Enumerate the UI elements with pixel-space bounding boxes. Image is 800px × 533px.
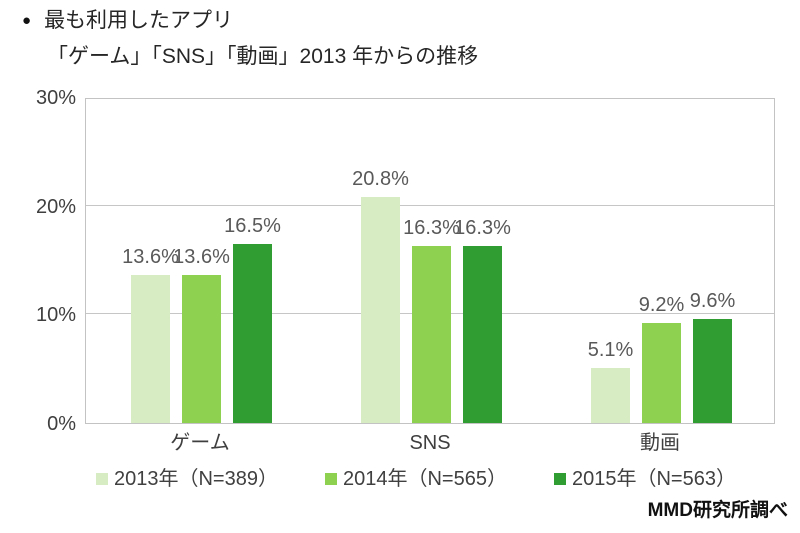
data-label: 20.8% [352, 167, 409, 190]
legend-item-3: 2015年（N=563） [553, 467, 736, 491]
legend-swatch-icon [324, 473, 337, 485]
data-label: 9.2% [638, 294, 685, 317]
bar-2015年-動画 [693, 318, 732, 423]
source-credit: MMD研究所調べ [647, 500, 788, 521]
chart-header: ● 最も利用したアプリ [22, 6, 233, 36]
bar-2014年-動画 [642, 323, 681, 423]
bar-2013年-ゲーム [131, 275, 170, 423]
legend-item-2: 2014年（N=565） [324, 467, 507, 491]
y-tick-label: 30% [35, 87, 76, 109]
legend-swatch-icon [553, 473, 566, 485]
bar-group-2: 20.8% 16.3% 16.3% [316, 99, 546, 423]
legend-label: 2014年（N=565） [342, 468, 507, 490]
legend-swatch-icon [96, 473, 108, 485]
bar-group-1: 13.6% 13.6% 16.5% [86, 99, 316, 423]
bar-2015年-SNS [463, 245, 502, 423]
bar-2014年-SNS [412, 245, 451, 423]
legend-item-1: 2013年（N=389） [96, 467, 278, 491]
y-tick-label: 10% [35, 304, 76, 327]
chart-title: 最も利用したアプリ [44, 9, 234, 32]
y-tick-label: 20% [35, 195, 76, 218]
data-label: 16.3% [403, 216, 460, 239]
legend: 2013年（N=389） 2014年（N=565） 2015年（N=563） [96, 467, 783, 491]
data-label: 16.3% [454, 216, 511, 239]
bar-2013年-SNS [361, 196, 400, 423]
bar-2015年-ゲーム [233, 243, 272, 423]
chart-subtitle: 「ゲーム」「SNS」「動画」2013 年からの推移 [47, 45, 479, 68]
category-label-1: ゲーム [170, 432, 230, 454]
bar-2014年-ゲーム [182, 275, 221, 423]
legend-label: 2015年（N=563） [571, 468, 736, 490]
data-label: 13.6% [173, 246, 230, 269]
data-label: 9.6% [689, 289, 736, 312]
y-tick-label: 0% [47, 413, 76, 435]
bar-group-3: 5.1% 9.2% 9.6% [546, 99, 776, 423]
category-label-2: SNS [409, 432, 451, 454]
plot-area: 13.6% 13.6% 16.5% 20.8% 16.3% 16.3% 5.1% 9.2% 9.… [85, 98, 775, 424]
legend-label: 2013年（N=389） [114, 468, 278, 490]
data-label: 13.6% [122, 246, 179, 269]
data-label: 16.5% [224, 214, 281, 237]
gridline-20 [86, 204, 774, 206]
bullet-icon: ● [22, 12, 32, 29]
data-label: 5.1% [587, 338, 634, 361]
bar-2013年-動画 [591, 367, 630, 423]
category-label-3: 動画 [640, 432, 680, 454]
